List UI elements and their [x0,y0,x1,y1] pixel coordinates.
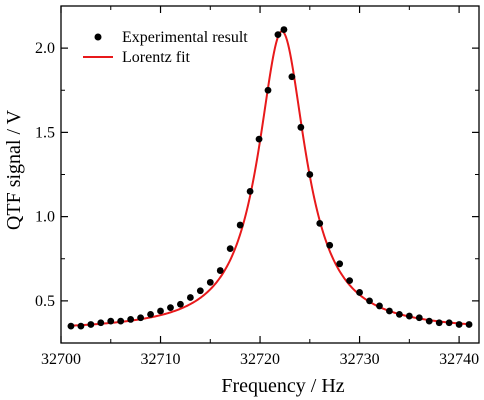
y-tick-label: 1.0 [35,209,55,226]
data-point-experimental [356,289,363,296]
data-point-experimental [167,304,174,312]
x-tick-label: 32740 [439,351,479,368]
y-tick-label: 1.5 [35,124,55,141]
data-point-experimental [297,123,305,131]
data-point-experimental [117,317,125,325]
data-point-experimental [455,321,463,328]
data-point-experimental [87,321,95,328]
data-point-experimental [395,310,403,318]
data-point-experimental [346,277,354,285]
x-tick-label: 32710 [141,351,181,368]
data-point-experimental [137,314,145,322]
data-point-experimental [246,187,254,195]
x-tick-label: 32700 [41,351,81,368]
data-point-experimental [415,314,423,322]
data-point-experimental [216,267,224,274]
data-point-experimental [77,322,85,330]
data-point-experimental [177,300,184,308]
data-point-experimental [157,307,164,315]
data-point-experimental [326,241,334,249]
data-point-experimental [186,294,194,301]
legend: Experimental result Lorentz fit [83,29,248,66]
data-point-experimental [435,319,443,327]
data-point-experimental [255,135,263,143]
data-point-experimental [425,317,433,325]
data-point-experimental [445,319,453,327]
x-axis-label: Frequency / Hz [221,375,344,397]
data-point-experimental [196,287,204,295]
legend-marker-experimental [94,33,102,41]
legend-label-fit: Lorentz fit [122,49,191,66]
y-tick-label: 2.0 [35,40,55,57]
plot-area: 32700 32710 32720 32730 32740 0.5 1.0 1.5 2.0 [35,5,480,368]
data-point-experimental [366,297,373,305]
data-point-experimental [97,319,105,327]
data-point-experimental [226,245,234,253]
y-axis-label: QTF signal / V [3,109,25,230]
y-tick-label: 0.5 [35,293,55,310]
data-point-experimental [67,322,75,330]
data-point-experimental [206,278,214,286]
data-point-experimental [306,171,314,178]
x-tick-label: 32720 [240,351,280,368]
data-point-experimental [288,73,296,81]
data-point-experimental [376,302,383,310]
x-tick-label: 32730 [340,351,380,368]
data-point-experimental [386,307,393,315]
data-point-experimental [465,321,473,328]
data-point-experimental [264,86,272,94]
data-point-experimental [236,221,244,229]
data-point-experimental [274,31,282,39]
series-line-lorentz-fit [68,30,472,327]
data-point-experimental [147,310,154,318]
data-point-experimental [405,312,413,320]
data-point-experimental [280,26,288,33]
data-point-experimental [316,219,324,227]
data-point-experimental [107,317,115,325]
data-point-experimental [127,316,135,323]
data-point-experimental [336,260,344,268]
legend-label-experimental: Experimental result [122,29,248,46]
